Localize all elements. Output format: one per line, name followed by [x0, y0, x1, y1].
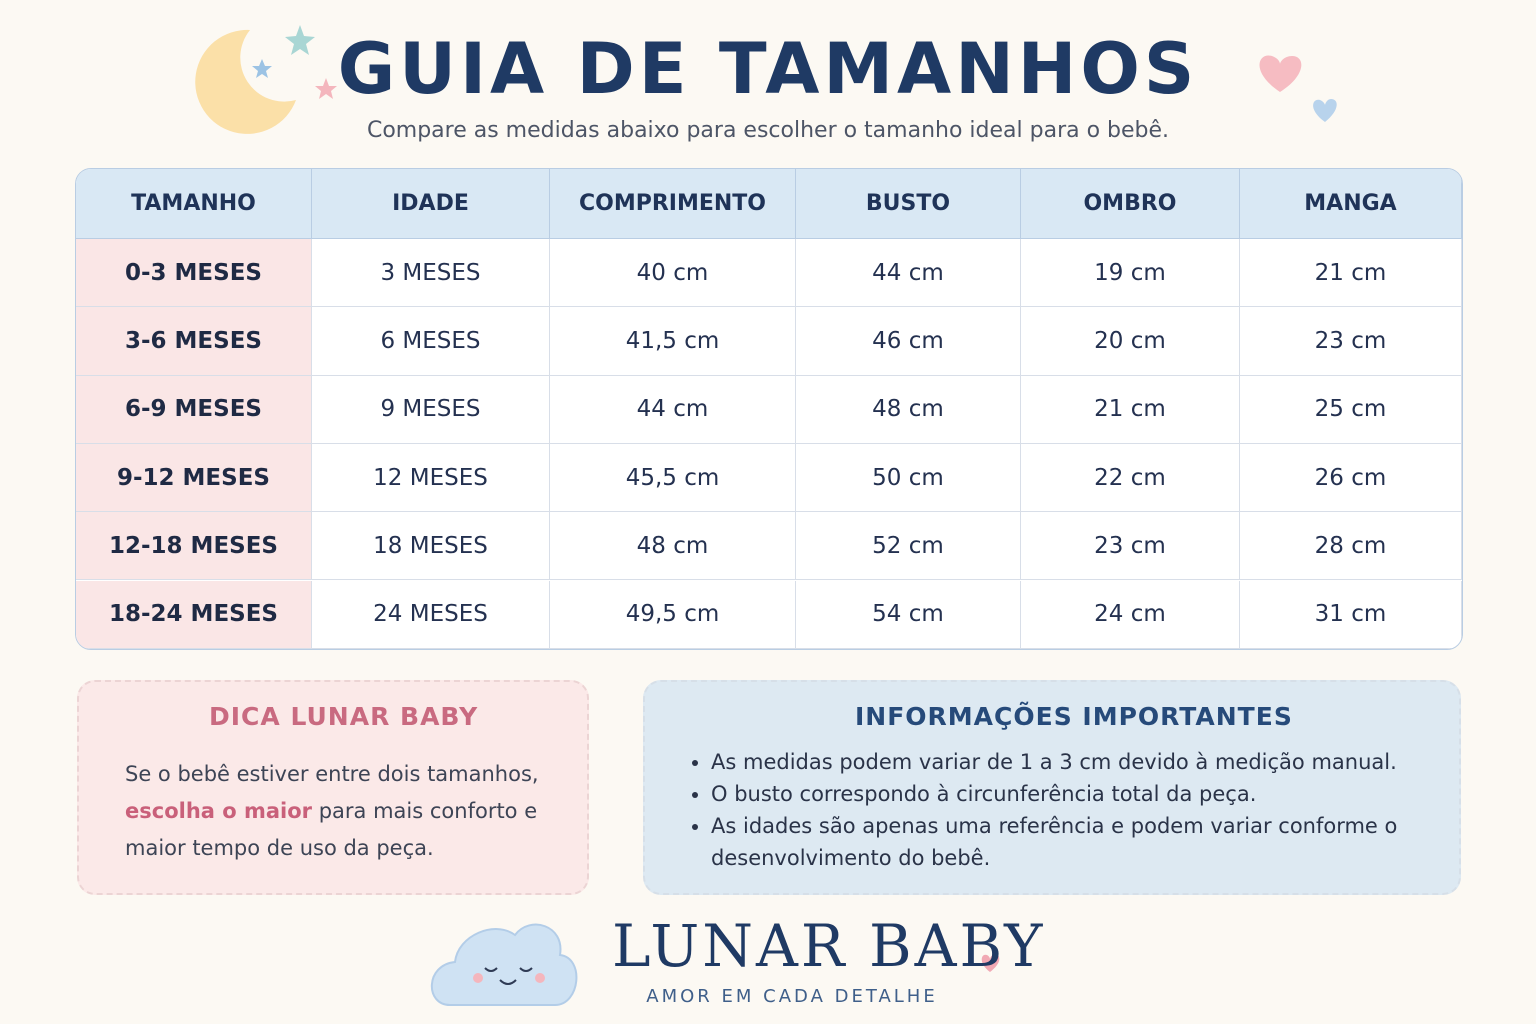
table-cell: 9 MESES [312, 375, 550, 444]
table-cell: 50 cm [796, 443, 1021, 513]
size-cell: 6-9 MESES [76, 375, 312, 444]
table-cell: 46 cm [796, 307, 1021, 376]
heart [1313, 99, 1337, 122]
info-box: INFORMAÇÕES IMPORTANTES As medidas podem… [643, 680, 1461, 895]
size-cell: 9-12 MESES [76, 443, 312, 513]
table-cell: 44 cm [796, 239, 1021, 308]
column-header: OMBRO [1021, 169, 1240, 239]
table-cell: 49,5 cm [550, 580, 796, 649]
tip-text-part: Se o bebê estiver entre dois tamanhos, [125, 762, 539, 786]
table-cell: 20 cm [1021, 307, 1240, 376]
tip-box: DICA LUNAR BABY Se o bebê estiver entre … [77, 680, 589, 895]
table-cell: 21 cm [1240, 239, 1462, 308]
table-cell: 40 cm [550, 239, 796, 308]
table-cell: 52 cm [796, 512, 1021, 581]
table-cell: 41,5 cm [550, 307, 796, 376]
size-cell: 12-18 MESES [76, 512, 312, 581]
star [315, 78, 337, 99]
tip-text: Se o bebê estiver entre dois tamanhos, e… [125, 756, 545, 867]
star [285, 25, 315, 55]
table-cell: 12 MESES [312, 443, 550, 513]
subtitle: Compare as medidas abaixo para escolher … [366, 118, 1170, 143]
table-cell: 19 cm [1021, 239, 1240, 308]
size-cell: 18-24 MESES [76, 580, 312, 649]
brand-tagline: AMOR EM CADA DETALHE [646, 986, 938, 1007]
size-cell: 3-6 MESES [76, 307, 312, 376]
table-cell: 24 cm [1021, 580, 1240, 649]
tip-highlight: escolha o maior [125, 799, 313, 823]
table-cell: 48 cm [550, 512, 796, 581]
info-item: As idades são apenas uma referência e po… [711, 810, 1431, 874]
table-cell: 23 cm [1021, 512, 1240, 581]
info-title: INFORMAÇÕES IMPORTANTES [855, 702, 1293, 731]
table-cell: 48 cm [796, 375, 1021, 444]
heart [981, 954, 1000, 972]
table-cell: 21 cm [1021, 375, 1240, 444]
table-cell: 45,5 cm [550, 443, 796, 513]
table-cell: 3 MESES [312, 239, 550, 308]
column-header: TAMANHO [76, 169, 312, 239]
table-cell: 54 cm [796, 580, 1021, 649]
column-header: COMPRIMENTO [550, 169, 796, 239]
table-cell: 22 cm [1021, 443, 1240, 513]
info-item: As medidas podem variar de 1 a 3 cm devi… [711, 746, 1431, 778]
table-cell: 44 cm [550, 375, 796, 444]
info-list: As medidas podem variar de 1 a 3 cm devi… [685, 746, 1431, 874]
size-table: TAMANHO IDADE COMPRIMENTO BUSTO OMBRO MANGA 0-… [75, 168, 1463, 650]
title: GUIA DE TAMANHOS [337, 28, 1199, 110]
table-cell: 23 cm [1240, 307, 1462, 376]
column-header: MANGA [1240, 169, 1462, 239]
cloud [430, 923, 578, 1006]
heart [1259, 55, 1302, 92]
table-cell: 18 MESES [312, 512, 550, 581]
table-cell: 25 cm [1240, 375, 1462, 444]
moon [195, 29, 296, 134]
tip-text-part: para mais conforto e maior tempo de uso … [125, 799, 538, 860]
table-cell: 28 cm [1240, 512, 1462, 581]
size-cell: 0-3 MESES [76, 239, 312, 308]
table-cell: 6 MESES [312, 307, 550, 376]
column-header: BUSTO [796, 169, 1021, 239]
info-item: O busto correspondo à circunferência tot… [711, 778, 1431, 810]
table-cell: 31 cm [1240, 580, 1462, 649]
star [252, 59, 272, 78]
column-header: IDADE [312, 169, 550, 239]
table-cell: 24 MESES [312, 580, 550, 649]
table-cell: 26 cm [1240, 443, 1462, 513]
brand-name: LUNAR BABY [612, 912, 1046, 980]
tip-title: DICA LUNAR BABY [209, 702, 479, 731]
